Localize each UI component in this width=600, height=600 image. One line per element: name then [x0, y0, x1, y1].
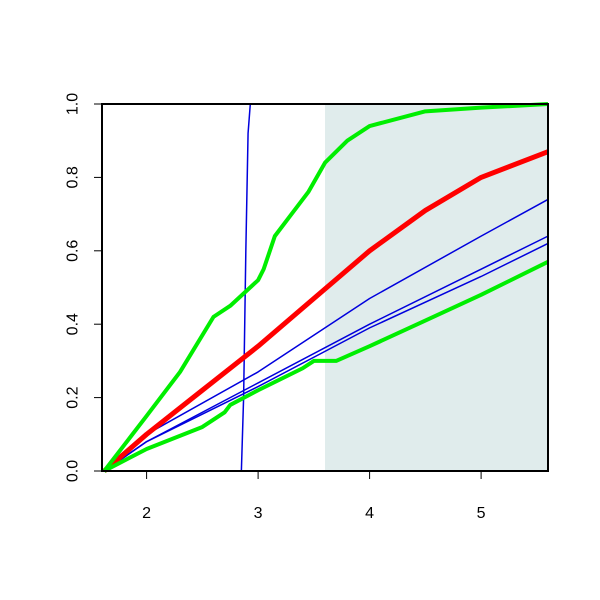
y-tick-label: 0.6: [65, 240, 82, 262]
y-tick-label: 0.2: [65, 386, 82, 408]
line: [103, 260, 549, 473]
line: [102, 149, 549, 473]
y-tick-label: 0.8: [65, 166, 82, 188]
x-tick-label: 2: [142, 505, 151, 522]
x-tick-label: 5: [477, 505, 486, 522]
shaded-region: [325, 104, 548, 471]
x-tick-label: 4: [365, 505, 374, 522]
plot-frame: [101, 103, 549, 472]
y-tick-label: 0.0: [65, 460, 82, 482]
y-tick-label: 0.4: [65, 313, 82, 335]
y-tick-label: 1.0: [65, 93, 82, 115]
line: [103, 242, 549, 472]
line: [102, 102, 549, 473]
x-tick-label: 3: [254, 505, 263, 522]
